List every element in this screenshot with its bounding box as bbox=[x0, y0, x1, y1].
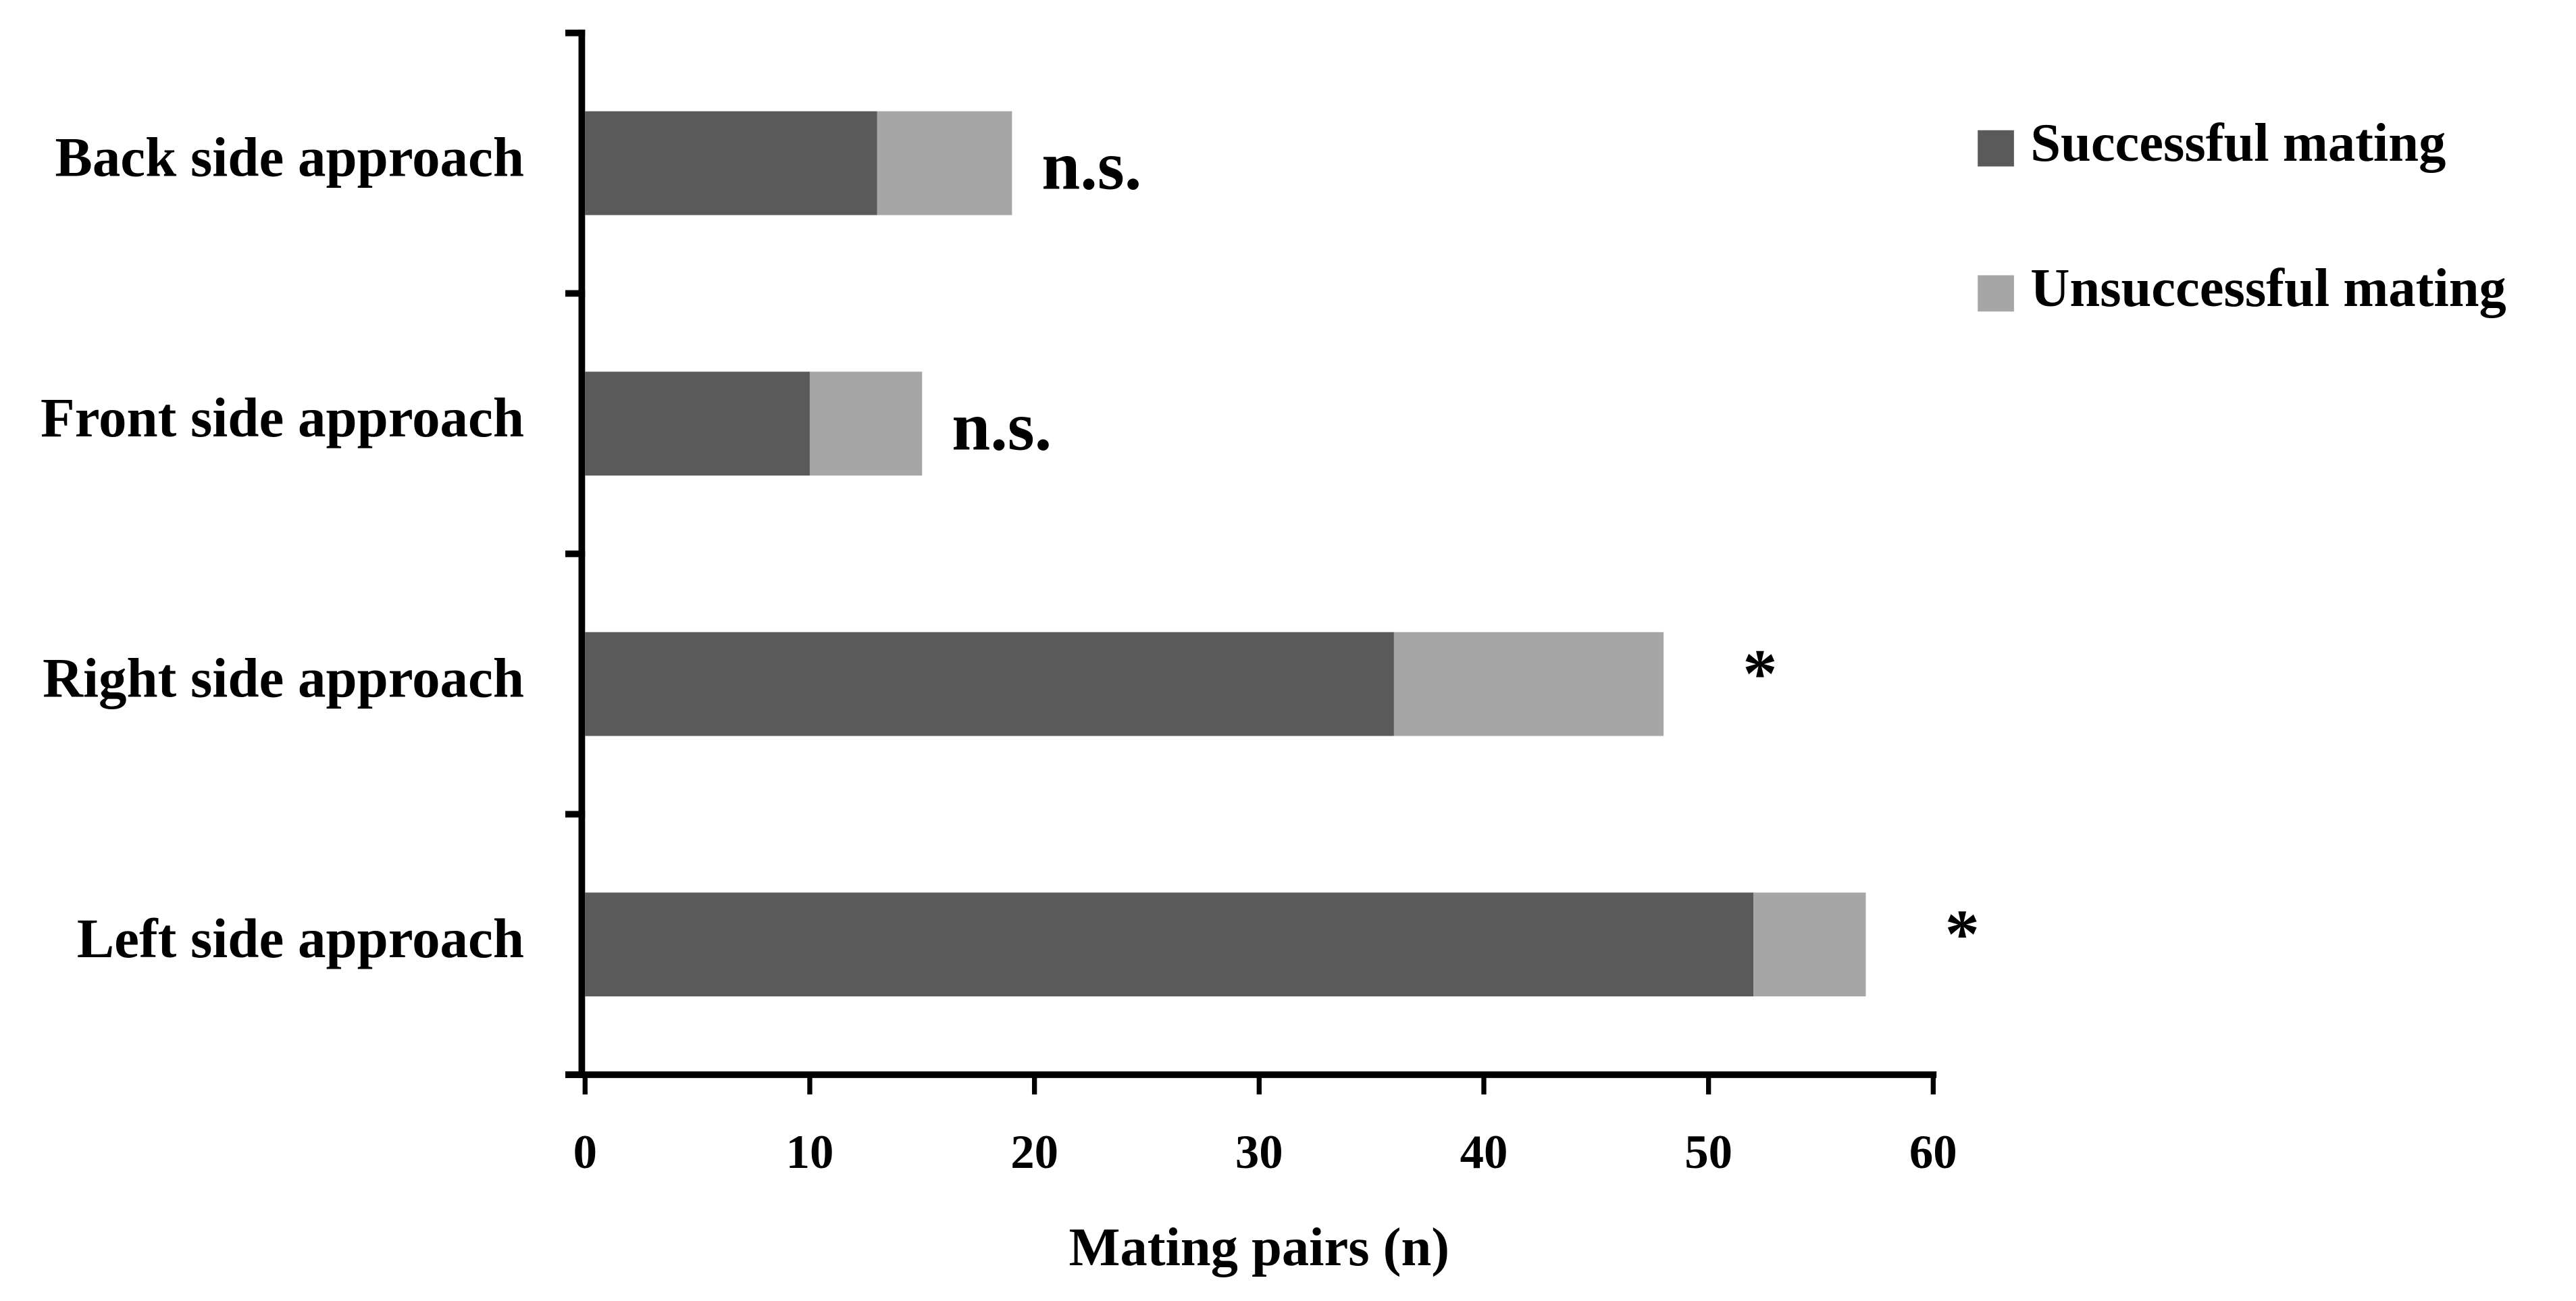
annotation: * bbox=[1945, 896, 1980, 973]
bar-segment bbox=[585, 111, 877, 215]
x-tick-label: 10 bbox=[786, 1126, 834, 1179]
annotation: * bbox=[1743, 636, 1777, 712]
bar-segment bbox=[585, 372, 810, 476]
y-tick-label: Front side approach bbox=[41, 386, 524, 449]
y-tick-label: Right side approach bbox=[43, 647, 524, 709]
bar-segment bbox=[1393, 632, 1664, 736]
legend-swatch bbox=[1978, 130, 2014, 167]
bar-segment bbox=[1753, 892, 1866, 997]
bar-segment bbox=[585, 632, 1394, 736]
annotation: n.s. bbox=[1041, 128, 1141, 205]
bar-segment bbox=[585, 892, 1754, 997]
x-tick-label: 50 bbox=[1684, 1126, 1732, 1179]
annotation: n.s. bbox=[952, 388, 1052, 465]
legend-label: Successful mating bbox=[2030, 113, 2446, 173]
x-tick-label: 0 bbox=[573, 1126, 597, 1179]
bar-segment bbox=[877, 111, 1012, 215]
y-tick-label: Left side approach bbox=[77, 907, 524, 969]
legend-label: Unsuccessful mating bbox=[2030, 258, 2506, 318]
legend-swatch bbox=[1978, 275, 2014, 312]
bar-segment bbox=[809, 372, 923, 476]
x-tick-label: 30 bbox=[1235, 1126, 1283, 1179]
x-axis-label: Mating pairs (n) bbox=[1068, 1217, 1449, 1277]
y-tick-label: Back side approach bbox=[55, 126, 523, 188]
x-tick-label: 40 bbox=[1460, 1126, 1508, 1179]
x-tick-label: 60 bbox=[1909, 1126, 1957, 1179]
x-tick-label: 20 bbox=[1010, 1126, 1058, 1179]
